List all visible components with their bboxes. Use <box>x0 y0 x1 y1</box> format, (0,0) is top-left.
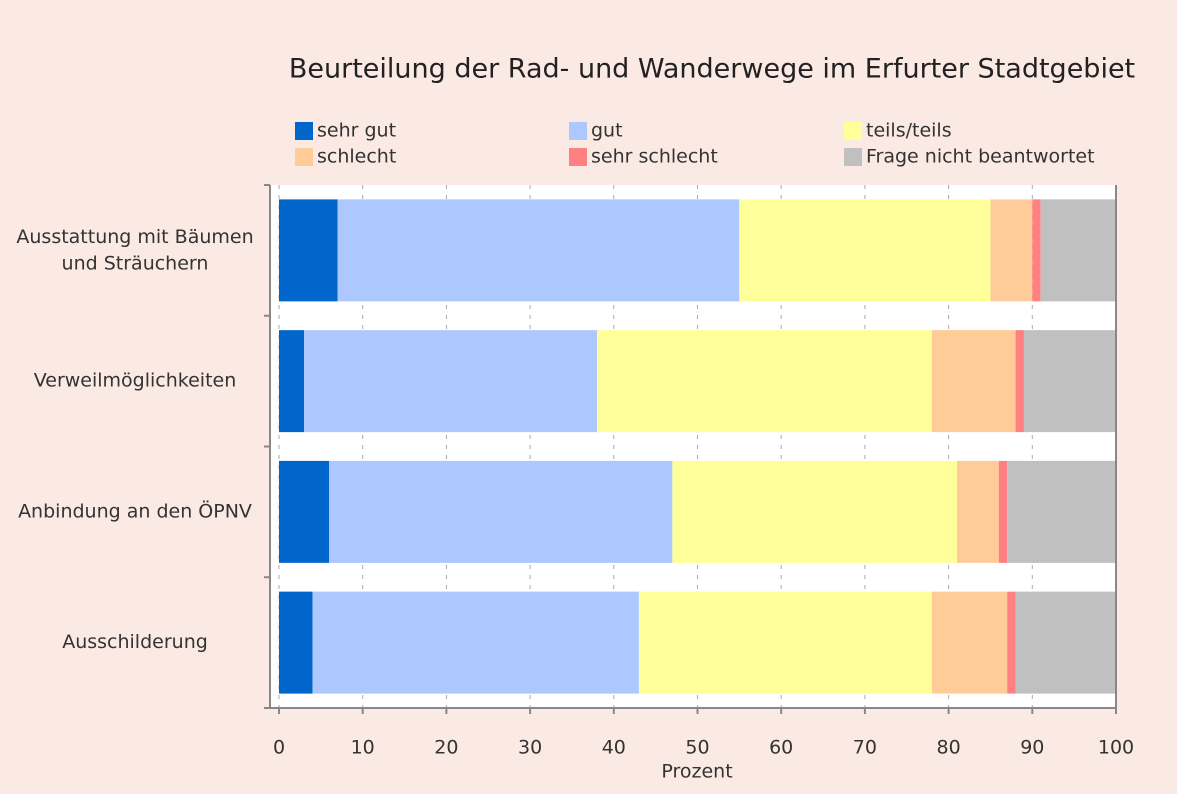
legend-swatch <box>844 122 862 140</box>
bar-segment <box>931 591 1008 694</box>
bar-segment <box>931 330 1016 433</box>
bar-segment <box>304 330 598 433</box>
bar-segment <box>990 199 1033 302</box>
x-tick-label: 60 <box>769 737 793 759</box>
legend-swatch <box>844 148 862 166</box>
bar-segment <box>1023 330 1116 433</box>
x-tick-label: 10 <box>351 737 375 759</box>
bar-segment <box>329 460 673 563</box>
bar-segment <box>1015 330 1024 433</box>
legend-swatch <box>569 148 587 166</box>
bar-segment <box>739 199 991 302</box>
bar-segment <box>1007 460 1116 563</box>
bar-segment <box>956 460 999 563</box>
x-tick-label: 70 <box>853 737 877 759</box>
x-axis-label: Prozent <box>661 761 732 783</box>
y-tick-label: Ausstattung mit Bäumen und Sträuchern <box>16 226 253 275</box>
bar-segment <box>279 591 313 694</box>
chart-title: Beurteilung der Rad- und Wanderwege im E… <box>289 54 1135 85</box>
legend-label: sehr gut <box>317 120 396 142</box>
x-tick-label: 30 <box>518 737 542 759</box>
legend-label: Frage nicht beantwortet <box>866 146 1095 168</box>
bar-segment <box>279 330 305 433</box>
x-tick-label: 40 <box>602 737 626 759</box>
legend-swatch <box>295 148 313 166</box>
x-tick-label: 80 <box>937 737 961 759</box>
x-tick-label: 0 <box>273 737 285 759</box>
legend-swatch <box>295 122 313 140</box>
bar-segment <box>638 591 932 694</box>
bar-segment <box>672 460 957 563</box>
bar-segment <box>337 199 740 302</box>
legend-label: schlecht <box>317 146 396 168</box>
bar-segment <box>279 199 338 302</box>
bar-segment <box>1015 591 1116 694</box>
bar-segment <box>312 591 639 694</box>
legend-label: sehr schlecht <box>591 146 718 168</box>
x-tick-label: 50 <box>685 737 709 759</box>
bar-segment <box>597 330 932 433</box>
x-tick-label: 90 <box>1020 737 1044 759</box>
bar-segment <box>279 460 330 563</box>
bar-segment <box>998 460 1008 563</box>
x-tick-label: 100 <box>1098 737 1134 759</box>
y-tick-label: Verweilmöglichkeiten <box>34 370 237 392</box>
x-tick-label: 20 <box>434 737 458 759</box>
y-tick-label: Ausschilderung <box>62 631 208 653</box>
legend-swatch <box>569 122 587 140</box>
y-tick-label: Anbindung an den ÖPNV <box>18 499 252 522</box>
bar-segment <box>1040 199 1116 302</box>
bar-segment <box>1032 199 1041 302</box>
legend-label: gut <box>591 120 623 142</box>
bar-segment <box>1007 591 1016 694</box>
legend-label: teils/teils <box>866 120 952 142</box>
